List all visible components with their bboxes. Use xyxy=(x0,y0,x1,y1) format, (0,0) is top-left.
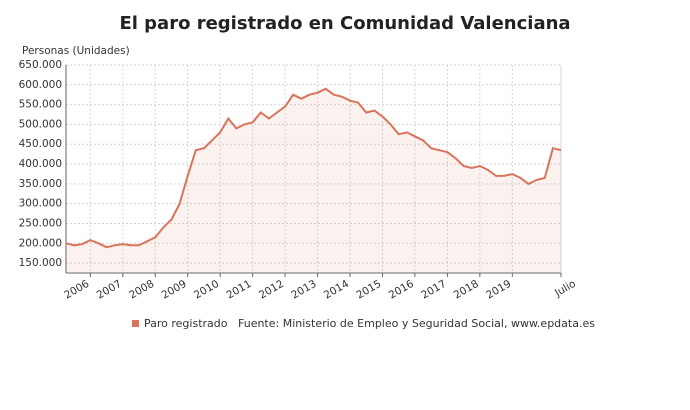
y-tick-label: 350.000 xyxy=(19,178,62,190)
y-tick-label: 200.000 xyxy=(19,237,62,249)
chart-title: El paro registrado en Comunidad Valencia… xyxy=(119,13,570,34)
legend-swatch xyxy=(132,320,139,327)
y-tick-label: 250.000 xyxy=(19,217,62,229)
y-axis-label: Personas (Unidades) xyxy=(22,45,130,57)
y-tick-label: 150.000 xyxy=(19,257,62,269)
x-tick-label: 2006 xyxy=(62,278,91,302)
x-tick-label: 2018 xyxy=(452,278,481,302)
x-tick-label: 2010 xyxy=(192,278,221,302)
x-tick-label: 2019 xyxy=(484,278,513,302)
x-tick-label: 2015 xyxy=(354,278,383,302)
y-tick-label: 500.000 xyxy=(19,118,62,130)
area-fill xyxy=(66,88,561,273)
x-tick-label: 2013 xyxy=(289,278,318,302)
y-tick-label: 450.000 xyxy=(19,138,62,150)
x-tick-label: 2012 xyxy=(257,278,286,302)
x-tick-label: 2016 xyxy=(387,278,416,302)
y-tick-label: 550.000 xyxy=(19,99,62,111)
x-tick-label: 2007 xyxy=(95,278,124,302)
line xyxy=(65,87,562,249)
x-tick-label: 2009 xyxy=(160,278,189,302)
x-tick-label: 2008 xyxy=(127,278,156,302)
x-tick-label: 2011 xyxy=(224,278,253,302)
legend-label: Paro registrado xyxy=(144,317,228,330)
x-tick-label: Julio xyxy=(552,278,578,300)
y-tick-label: 300.000 xyxy=(19,198,62,210)
x-tick-label: 2017 xyxy=(419,278,448,302)
y-tick-label: 600.000 xyxy=(19,79,62,91)
source: Fuente: Ministerio de Empleo y Seguridad… xyxy=(238,317,595,330)
y-tick-label: 650.000 xyxy=(19,59,62,71)
y-tick-label: 400.000 xyxy=(19,158,62,170)
x-tick-label: 2014 xyxy=(322,278,351,302)
